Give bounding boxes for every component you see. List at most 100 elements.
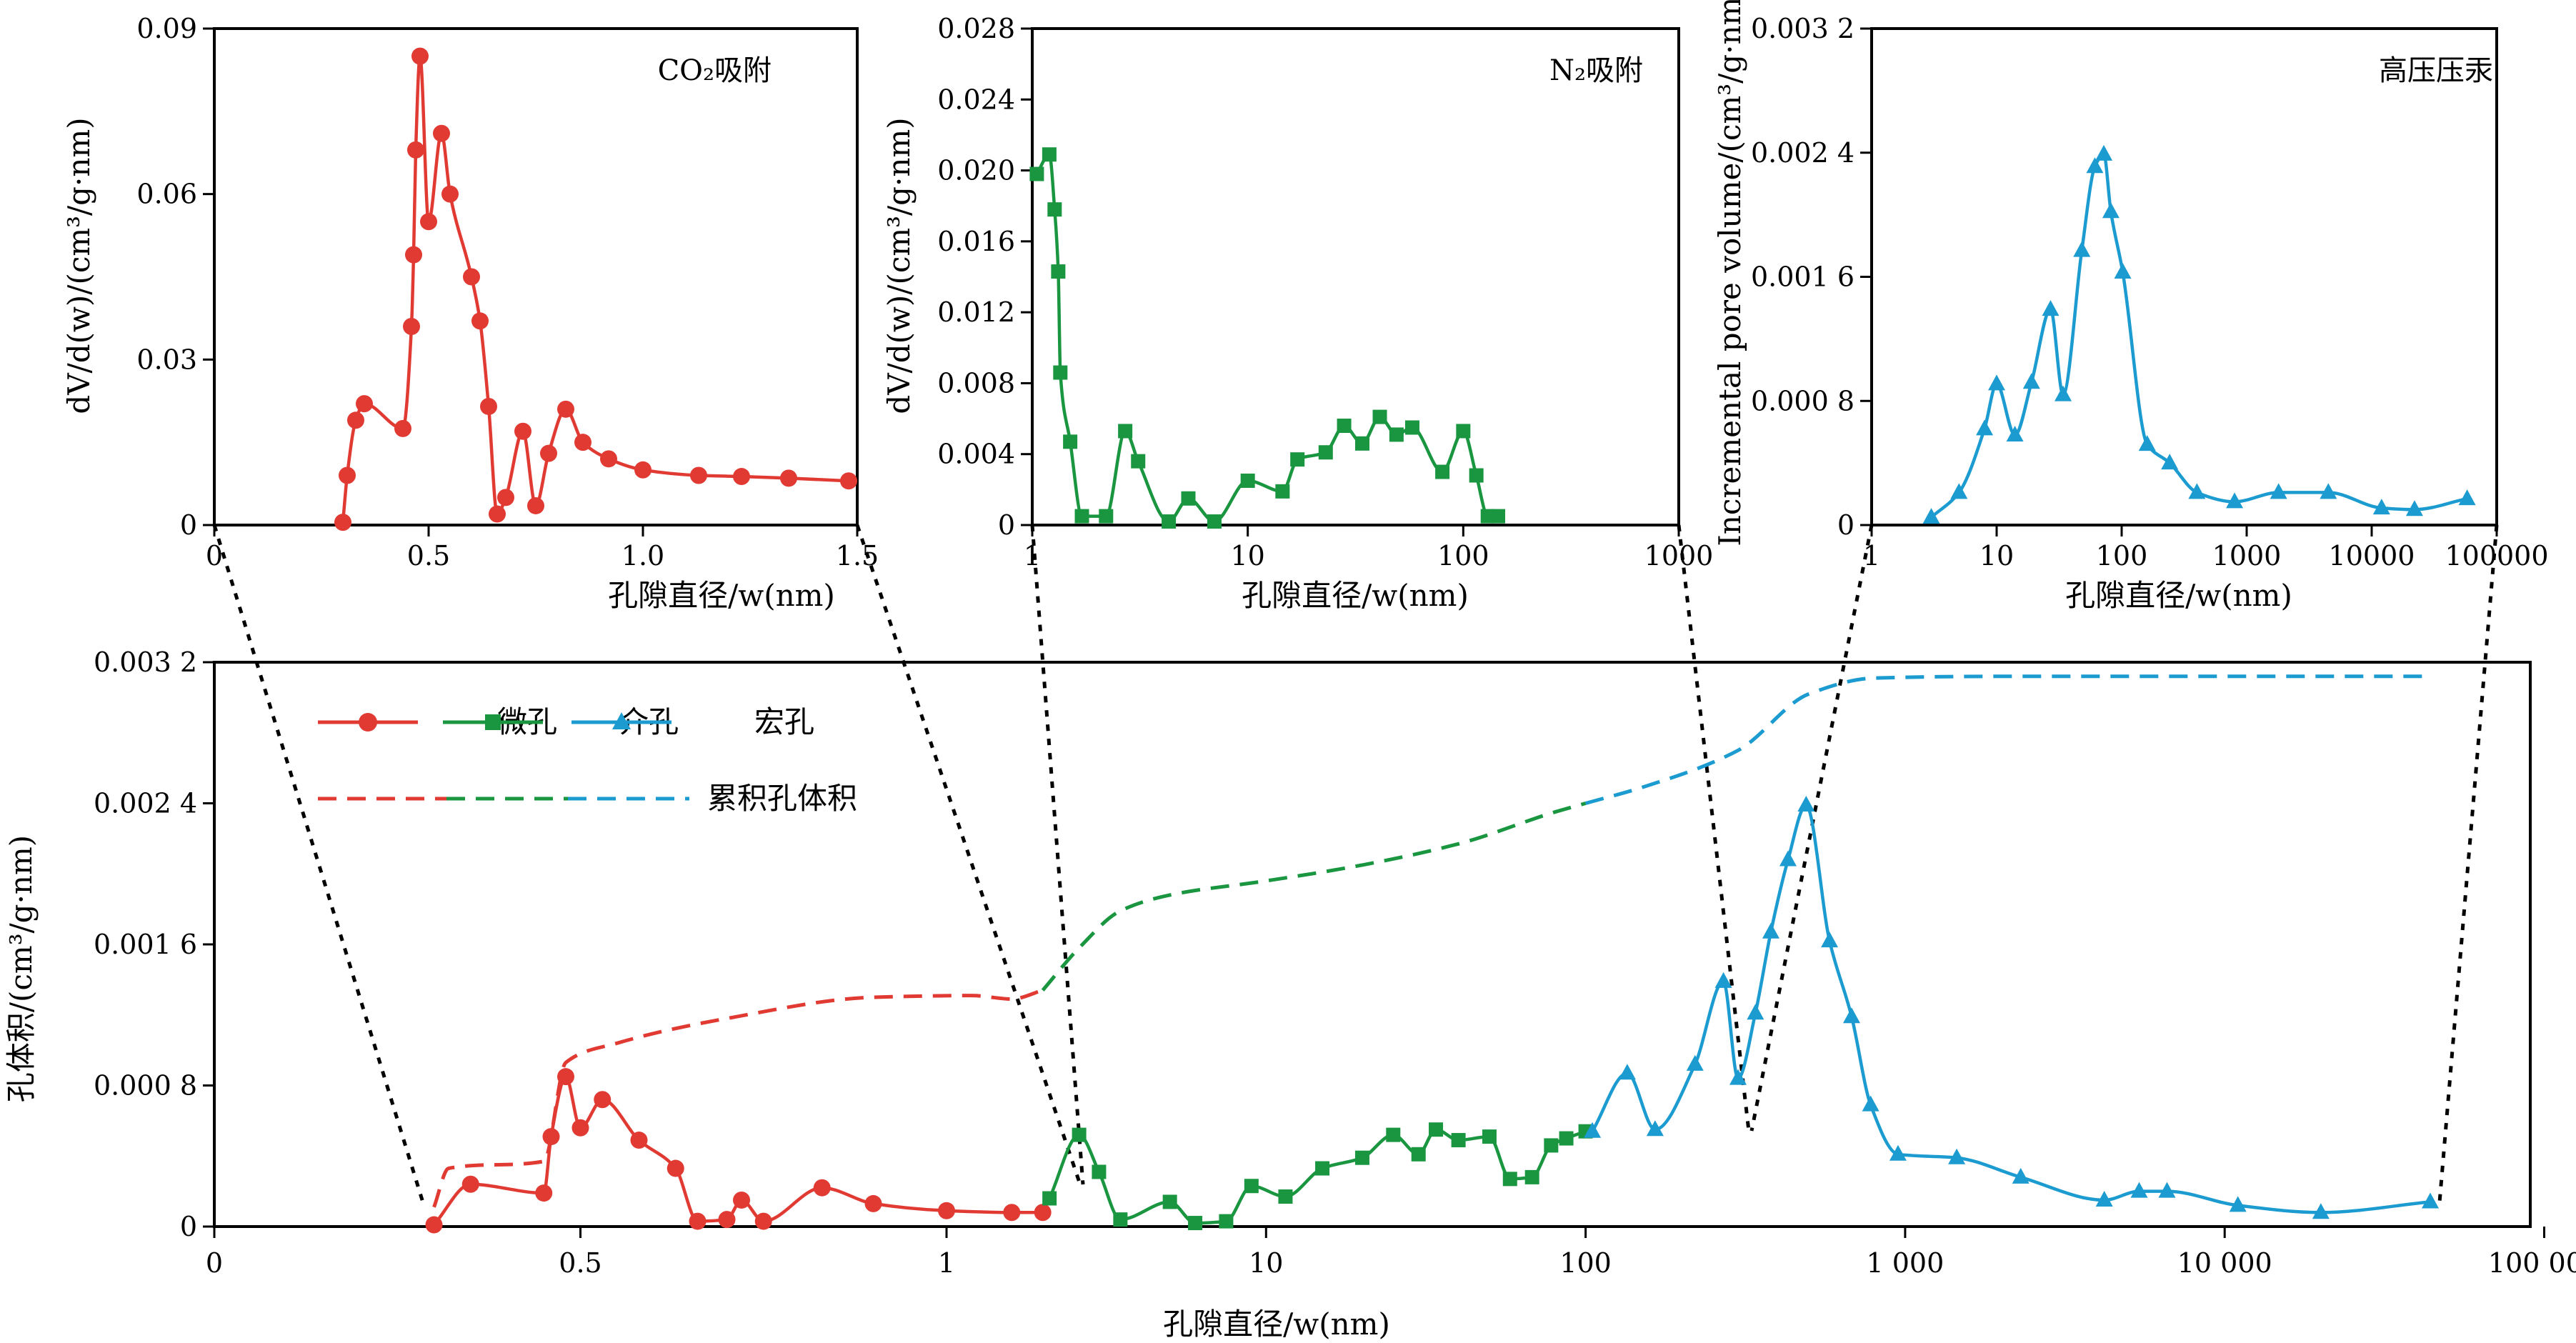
n2-data-point <box>1099 509 1114 524</box>
cumulative-volume-segment <box>1041 802 1587 992</box>
zoom-connector-line <box>1749 524 1874 1132</box>
n2-data-point <box>1389 427 1404 442</box>
co2-data-point <box>733 468 750 486</box>
mip-data-point <box>2042 300 2060 316</box>
co2-y-axis-label: dV/d(w)/(cm³/g·nm) <box>61 117 96 414</box>
co2-y-tick-label: 0.09 <box>136 13 197 44</box>
n2-data-point <box>1207 514 1222 529</box>
co2-data-point <box>540 444 557 462</box>
combined-data-point <box>1842 1007 1860 1024</box>
combined-panel: 孔隙直径/w(nm) 孔体积/(cm³/g·nm) 微孔 介孔 宏孔 累积孔体积… <box>4 524 2576 1342</box>
cumulative-volume-segment <box>432 988 1044 1208</box>
combined-data-point <box>718 1211 736 1229</box>
mip-x-tick-label: 10 <box>1980 540 2014 571</box>
combined-data-point <box>1502 1172 1517 1187</box>
combined-x-tick-label: 0 <box>206 1247 223 1279</box>
n2-data-point <box>1181 491 1196 506</box>
co2-data-point <box>527 496 544 514</box>
mip-y-tick-label: 0 <box>1837 509 1854 541</box>
combined-data-point <box>1113 1212 1128 1227</box>
co2-series-line <box>341 54 849 523</box>
n2-y-tick-label: 0.024 <box>937 84 1015 115</box>
combined-data-point <box>689 1212 707 1230</box>
co2-data-point <box>441 185 459 203</box>
combined-data-point <box>1188 1216 1203 1231</box>
combined-data-point <box>1219 1214 1234 1229</box>
co2-data-point <box>840 472 857 490</box>
n2-y-axis-label: dV/d(w)/(cm³/g·nm) <box>882 117 917 414</box>
legend-label-cumulative: 累积孔体积 <box>707 781 857 816</box>
n2-x-tick-label: 100 <box>1437 540 1489 571</box>
mip-data-point <box>2405 500 2423 516</box>
combined-data-point <box>2012 1167 2030 1184</box>
co2-data-point <box>420 213 437 231</box>
legend-label-macropore: 宏孔 <box>754 704 814 739</box>
mip-x-axis-label: 孔隙直径/w(nm) <box>2065 578 2292 613</box>
co2-adsorption-panel: CO₂吸附 孔隙直径/w(nm) dV/d(w)/(cm³/g·nm) 0 0.5… <box>61 13 879 613</box>
co2-data-point <box>339 466 356 484</box>
combined-data-point <box>1584 1122 1602 1138</box>
n2-data-point <box>1063 434 1078 449</box>
combined-data-point <box>1762 922 1779 939</box>
combined-data-point <box>1482 1129 1497 1144</box>
n2-data-point <box>1435 464 1450 479</box>
mip-series-line <box>1930 152 2468 519</box>
combined-y-tick-label: 0.000 8 <box>94 1070 197 1102</box>
combined-data-point <box>1747 1004 1764 1020</box>
n2-plot-frame <box>1031 27 1680 526</box>
combined-data-point <box>425 1216 443 1234</box>
mip-data-point <box>2114 262 2132 279</box>
combined-data-point <box>1729 1069 1747 1085</box>
n2-y-tick-label: 0.028 <box>937 13 1015 44</box>
combined-data-point <box>2229 1196 2247 1212</box>
combined-data-point <box>733 1191 750 1209</box>
mip-data-point <box>2188 483 2206 499</box>
mip-y-tick-label: 0.002 4 <box>1751 137 1854 169</box>
n2-data-point <box>1240 473 1255 488</box>
combined-data-point <box>1429 1122 1444 1137</box>
mip-data-point <box>2320 483 2337 499</box>
n2-data-point <box>1337 419 1352 433</box>
combined-data-point <box>813 1179 831 1197</box>
mip-data-point <box>2102 202 2120 219</box>
combined-data-point <box>1646 1120 1664 1137</box>
n2-panel-label: N₂吸附 <box>1549 54 1643 87</box>
combined-x-tick-label: 10 000 <box>2177 1247 2272 1279</box>
combined-data-point <box>1618 1064 1636 1080</box>
co2-data-point <box>411 47 429 65</box>
combined-series-line <box>432 1074 1043 1227</box>
combined-y-tick-label: 0.002 4 <box>94 788 197 819</box>
mip-panel-label: 高压压汞 <box>2379 54 2493 87</box>
zoom-connector-line <box>212 524 425 1203</box>
n2-data-point <box>1051 264 1066 279</box>
combined-data-point <box>1315 1161 1330 1176</box>
co2-data-point <box>405 246 422 264</box>
n2-y-tick-label: 0.016 <box>937 226 1015 257</box>
combined-data-point <box>1003 1204 1021 1222</box>
mip-y-axis-label: Incremental pore volume/(cm³/g·nm) <box>1712 0 1747 546</box>
mip-data-point <box>1976 419 1994 436</box>
combined-data-point <box>535 1184 553 1202</box>
n2-data-point <box>1042 147 1057 162</box>
co2-data-point <box>634 461 652 479</box>
zoom-connector-line <box>1677 524 1751 1132</box>
combined-x-tick-label: 1 <box>938 1247 955 1279</box>
n2-y-tick-label: 0.008 <box>937 367 1015 399</box>
co2-data-point <box>403 318 420 335</box>
n2-y-tick-label: 0.020 <box>937 155 1015 186</box>
zoom-connector-line <box>855 524 1082 1185</box>
legend-marker-sample <box>485 714 501 730</box>
n2-adsorption-panel: N₂吸附 孔隙直径/w(nm) dV/d(w)/(cm³/g·nm) 1 10 10… <box>882 13 1713 613</box>
mip-data-point <box>2372 499 2390 515</box>
combined-data-point <box>667 1159 684 1177</box>
mip-plot-frame <box>1870 27 2498 526</box>
combined-data-point <box>1862 1095 1879 1112</box>
mip-x-tick-label: 1000 <box>2212 540 2282 571</box>
combined-data-point <box>1686 1054 1704 1071</box>
combined-x-tick-label: 100 000 <box>2488 1247 2576 1279</box>
combined-y-axis-label: 孔体积/(cm³/g·nm) <box>4 835 39 1102</box>
combined-x-tick-label: 1 000 <box>1867 1247 1945 1279</box>
zoom-connector-line <box>1030 524 1085 1185</box>
mip-y-tick-label: 0.001 6 <box>1751 261 1854 293</box>
